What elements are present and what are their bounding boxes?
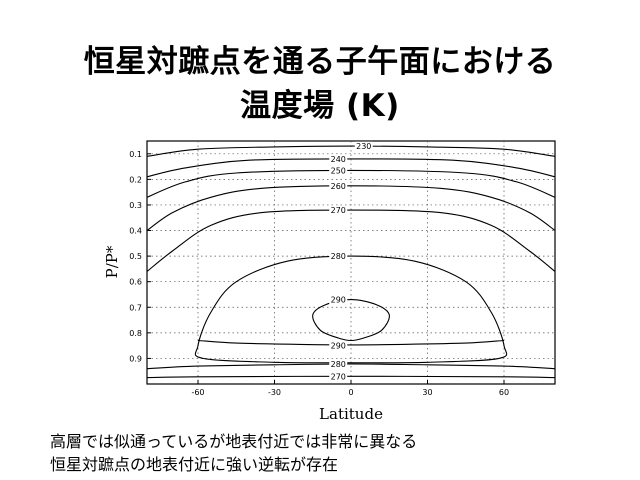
x-tick-label-2: 0 — [348, 388, 353, 397]
y-axis-label: P/P* — [103, 245, 121, 278]
x-tick-label-1: -30 — [268, 388, 281, 397]
contour-label-bg-8 — [329, 359, 348, 369]
contour-line-290-9 — [197, 339, 505, 346]
contour-label-bg-7 — [329, 341, 348, 351]
contour-line-240-1 — [146, 158, 556, 178]
y-tick-label-4: 0.5 — [129, 252, 142, 261]
contour-label-8: 280 — [331, 360, 346, 369]
contour-label-bg-4 — [329, 205, 348, 215]
contour-label-bg-6 — [329, 295, 348, 305]
contour-label-6: 290 — [331, 296, 346, 305]
contour-line-280-5 — [194, 255, 508, 364]
x-axis-label: Latitude — [319, 405, 383, 423]
contour-line-290-6 — [312, 299, 390, 342]
y-tick-label-2: 0.3 — [129, 201, 142, 210]
y-tick-label-7: 0.8 — [129, 329, 142, 338]
y-tick-label-6: 0.7 — [129, 303, 142, 312]
contour-line-250-2 — [146, 169, 556, 198]
contour-label-1: 240 — [331, 155, 346, 164]
slide-title-line2: 温度場 (K) — [240, 88, 400, 124]
contour-label-7: 290 — [331, 342, 346, 351]
x-tick-label-4: 60 — [499, 388, 509, 397]
y-tick-label-0: 0.1 — [129, 150, 142, 159]
slide-title-line1: 恒星対蹠点を通る子午面における — [83, 44, 557, 80]
y-tick-label-3: 0.4 — [129, 227, 142, 236]
contour-label-bg-5 — [329, 251, 348, 261]
y-tick-label-8: 0.9 — [129, 354, 142, 363]
contour-label-bg-9 — [329, 371, 348, 381]
contour-label-bg-2 — [329, 165, 348, 175]
contour-line-230-0 — [146, 145, 556, 157]
contour-line-270-4 — [146, 209, 556, 272]
contour-label-bg-1 — [329, 154, 348, 164]
x-tick-label-3: 30 — [422, 388, 432, 397]
contour-label-4: 270 — [331, 206, 346, 215]
contour-label-2: 250 — [331, 166, 346, 175]
x-tick-label-0: -60 — [191, 388, 204, 397]
y-tick-label-5: 0.6 — [129, 278, 142, 287]
contour-line-260-3 — [146, 185, 556, 231]
note-line2: 恒星対蹠点の地表付近に強い逆転が存在 — [50, 455, 339, 474]
contour-label-3: 260 — [331, 182, 346, 191]
note-line1: 高層では似通っているが地表付近では非常に異なる — [50, 432, 418, 451]
y-tick-label-1: 0.2 — [129, 175, 142, 184]
contour-line-280-7 — [146, 363, 556, 370]
contour-label-5: 280 — [331, 252, 346, 261]
contour-label-9: 270 — [331, 372, 346, 381]
contour-label-bg-0 — [354, 141, 373, 151]
contour-line-270-8 — [146, 375, 556, 379]
contour-label-0: 230 — [356, 142, 371, 151]
contour-label-bg-3 — [329, 181, 348, 191]
